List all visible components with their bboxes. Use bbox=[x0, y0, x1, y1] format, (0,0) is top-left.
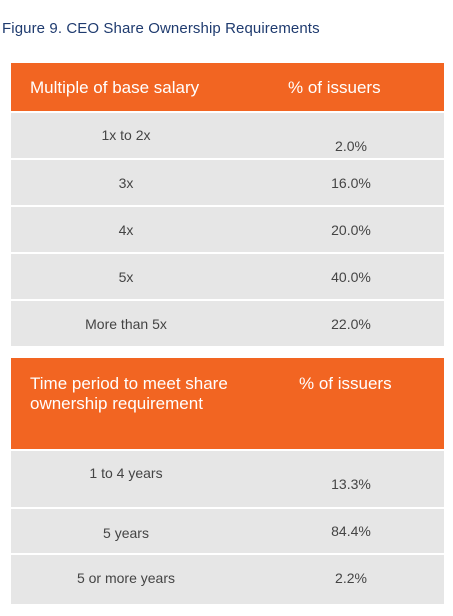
time-period-table: Time period to meet share ownership requ… bbox=[11, 358, 444, 604]
header-percent-of-issuers: % of issuers bbox=[288, 78, 381, 97]
row-label: 5 years bbox=[103, 525, 149, 541]
row-label: 3x bbox=[118, 175, 134, 191]
table-header: Time period to meet share ownership requ… bbox=[11, 358, 444, 449]
table-row: More than 5x 22.0% bbox=[11, 299, 444, 346]
figure-title: Figure 9. CEO Share Ownership Requiremen… bbox=[2, 20, 320, 37]
table-row: 3x 16.0% bbox=[11, 158, 444, 205]
header-time-period: Time period to meet share ownership requ… bbox=[30, 374, 228, 413]
row-value: 13.3% bbox=[331, 476, 371, 492]
table-row: 1x to 2x 2.0% bbox=[11, 111, 444, 158]
header-multiple-of-base-salary: Multiple of base salary bbox=[30, 78, 200, 97]
row-label: More than 5x bbox=[85, 316, 167, 332]
table-row: 5x 40.0% bbox=[11, 252, 444, 299]
row-value: 2.0% bbox=[335, 138, 367, 154]
row-value: 2.2% bbox=[335, 570, 367, 586]
row-value: 22.0% bbox=[331, 316, 371, 332]
row-label: 5x bbox=[118, 269, 134, 285]
table-header: Multiple of base salary % of issuers bbox=[11, 63, 444, 111]
row-value: 20.0% bbox=[331, 222, 371, 238]
table-row: 1 to 4 years 13.3% bbox=[11, 449, 444, 507]
table-row: 5 years 84.4% bbox=[11, 507, 444, 553]
table-row: 4x 20.0% bbox=[11, 205, 444, 252]
row-label: 1x to 2x bbox=[101, 127, 151, 143]
row-value: 16.0% bbox=[331, 175, 371, 191]
salary-multiple-table: Multiple of base salary % of issuers 1x … bbox=[11, 63, 444, 346]
row-value: 84.4% bbox=[331, 523, 371, 539]
row-value: 40.0% bbox=[331, 269, 371, 285]
header-percent-of-issuers: % of issuers bbox=[299, 374, 392, 393]
row-label: 5 or more years bbox=[76, 570, 176, 586]
row-label: 1 to 4 years bbox=[89, 465, 163, 481]
table-row: 5 or more years 2.2% bbox=[11, 553, 444, 604]
row-label: 4x bbox=[118, 222, 134, 238]
